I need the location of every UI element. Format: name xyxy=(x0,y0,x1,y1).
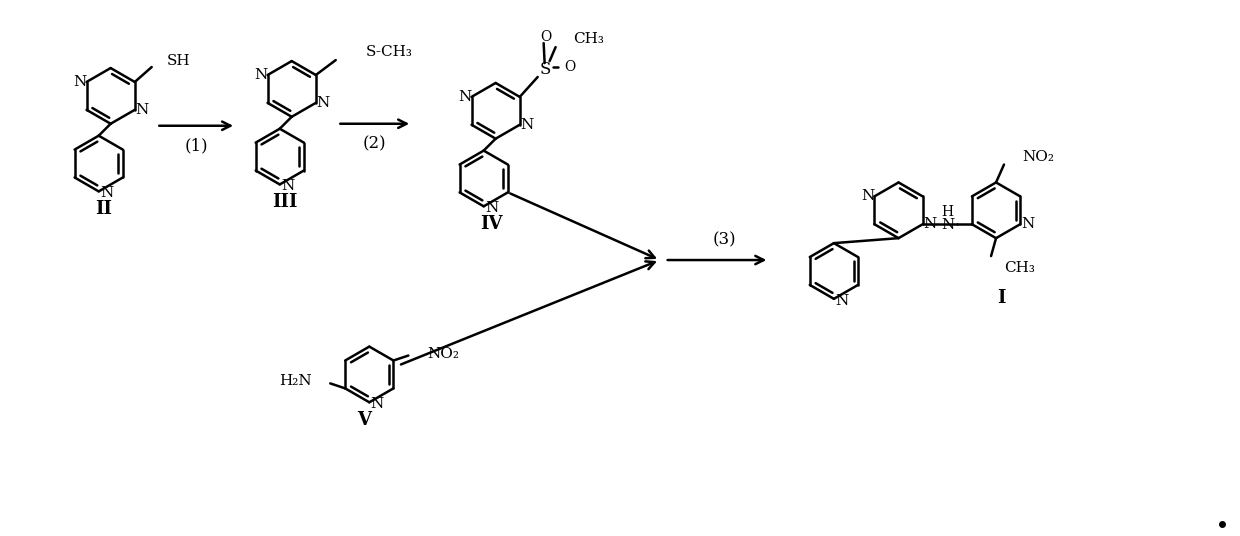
Text: H: H xyxy=(941,205,954,219)
Text: N: N xyxy=(836,294,848,308)
Text: N: N xyxy=(254,68,268,82)
Text: N: N xyxy=(941,218,954,232)
Text: (3): (3) xyxy=(713,232,737,249)
Text: N: N xyxy=(316,96,330,110)
Text: NO₂: NO₂ xyxy=(428,347,459,361)
Text: III: III xyxy=(272,193,298,211)
Text: N: N xyxy=(100,187,113,200)
Text: N: N xyxy=(371,397,384,411)
Text: S-CH₃: S-CH₃ xyxy=(366,45,413,59)
Text: IV: IV xyxy=(480,215,503,233)
Text: N: N xyxy=(485,202,498,215)
Text: N: N xyxy=(281,180,294,193)
Text: N: N xyxy=(861,189,874,203)
Text: CH₃: CH₃ xyxy=(573,32,604,46)
Text: N: N xyxy=(458,90,471,104)
Text: II: II xyxy=(95,200,112,218)
Text: O: O xyxy=(539,30,552,44)
Text: I: I xyxy=(997,289,1006,307)
Text: O: O xyxy=(564,60,575,74)
Text: S: S xyxy=(539,61,552,78)
Text: H₂N: H₂N xyxy=(279,375,311,389)
Text: N: N xyxy=(1022,217,1034,231)
Text: CH₃: CH₃ xyxy=(1004,261,1035,275)
Text: (1): (1) xyxy=(185,137,208,154)
Text: (2): (2) xyxy=(363,135,387,152)
Text: N: N xyxy=(923,217,936,231)
Text: V: V xyxy=(357,411,371,429)
Text: N: N xyxy=(135,103,149,117)
Text: NO₂: NO₂ xyxy=(1022,150,1054,163)
Text: SH: SH xyxy=(166,54,190,68)
Text: N: N xyxy=(73,75,87,89)
Text: N: N xyxy=(520,118,533,132)
